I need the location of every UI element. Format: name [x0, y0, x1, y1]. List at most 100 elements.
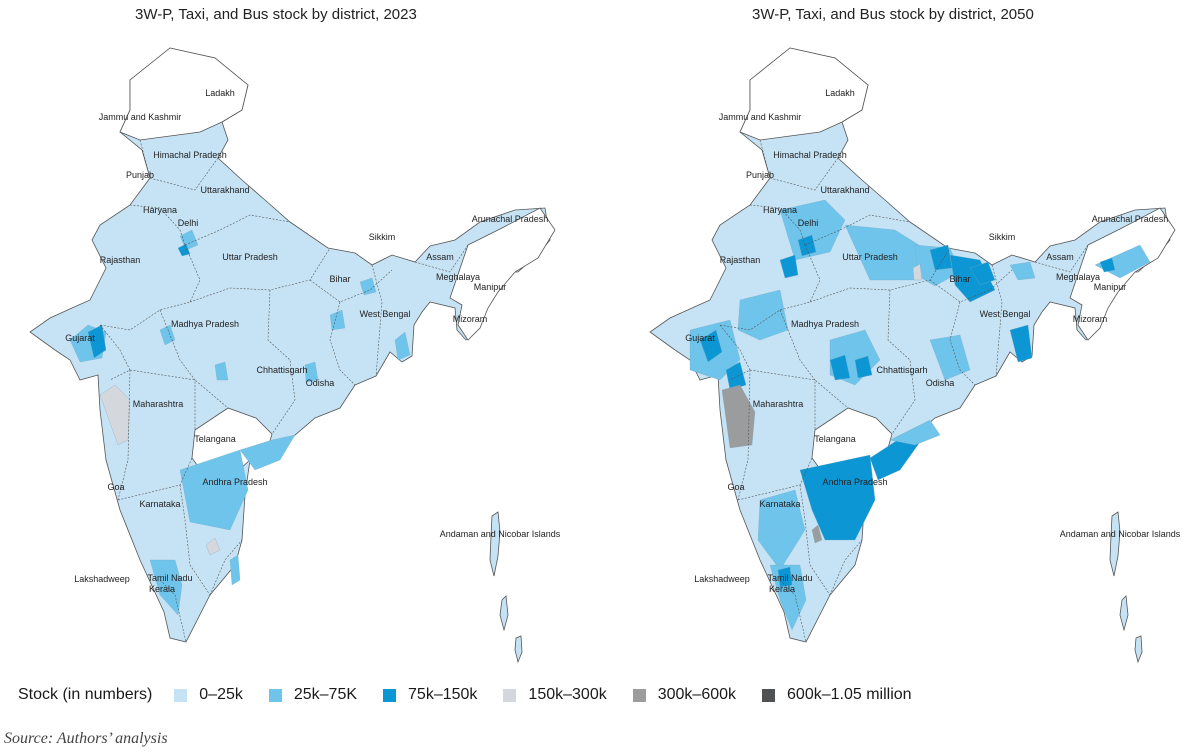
state-border	[371, 264, 383, 377]
andaman-islands-shape	[1109, 511, 1143, 664]
state-border	[99, 244, 201, 331]
state-label: Jammu and Kashmir	[719, 112, 802, 122]
legend-swatch	[174, 688, 188, 702]
district-patch	[829, 354, 851, 381]
state-border	[799, 484, 831, 596]
state-border	[949, 301, 976, 386]
district-patch	[811, 524, 823, 544]
district-patch	[969, 261, 996, 286]
district-patch	[757, 489, 806, 571]
state-label: Rajasthan	[100, 255, 141, 265]
state-label: Arunachal Pradesh	[472, 214, 549, 224]
state-label: Haryana	[143, 205, 177, 215]
state-label: Bihar	[949, 274, 970, 284]
state-border	[159, 579, 187, 643]
state-label: Kerala	[769, 584, 795, 594]
legend-item-25k-75k: 25k–75K	[268, 686, 357, 704]
state-label: Bihar	[329, 274, 350, 284]
mainland-shape	[649, 47, 1171, 643]
legend-label: 300k–600k	[657, 686, 737, 703]
state-label: Mizoram	[1073, 314, 1108, 324]
state-border	[184, 214, 291, 246]
district-patch	[779, 199, 846, 261]
legend-item-75k-150k: 75k–150k	[383, 686, 477, 704]
district-patch	[769, 564, 807, 631]
district-patch	[214, 361, 229, 381]
legend-label: 150k–300k	[528, 686, 607, 703]
state-label: Chhattisgarh	[876, 365, 927, 375]
map-title-2050: 3W-P, Taxi, and Bus stock by district, 2…	[752, 6, 1034, 23]
state-label: Meghalaya	[1056, 272, 1100, 282]
district-patch	[229, 554, 241, 586]
state-label: Maharashtra	[753, 399, 804, 409]
state-border	[719, 244, 821, 331]
legend: Stock (in numbers) 0–25k 25k–75K 75k–150…	[18, 684, 938, 706]
district-patch	[1099, 257, 1116, 273]
state-border	[759, 139, 771, 179]
district-patch	[929, 244, 953, 271]
mainland-shape	[29, 47, 551, 643]
district-patch	[304, 361, 319, 383]
state-label: West Bengal	[980, 309, 1031, 319]
district-patch	[889, 419, 941, 446]
legend-swatch	[503, 688, 517, 702]
district-patch	[779, 254, 799, 279]
state-label: Himachal Pradesh	[773, 150, 847, 160]
district-patch	[149, 559, 183, 616]
state-label: Andaman and Nicobar Islands	[440, 529, 561, 539]
state-label: Uttar Pradesh	[222, 252, 278, 262]
state-label: Ladakh	[205, 88, 235, 98]
state-label: Assam	[426, 252, 454, 262]
legend-label: 75k–150k	[408, 686, 478, 703]
state-label: Karnataka	[139, 499, 180, 509]
district-patch	[721, 384, 756, 449]
district-patch	[929, 334, 971, 381]
legend-swatch	[268, 688, 282, 702]
district-patch	[912, 263, 923, 281]
state-label: Uttar Pradesh	[842, 252, 898, 262]
state-border	[329, 301, 356, 386]
state-label: Mizoram	[453, 314, 488, 324]
source-note: Source: Authors’ analysis	[4, 730, 168, 747]
state-label: Manipur	[1094, 282, 1127, 292]
district-patch	[737, 289, 789, 341]
northeast-shape	[449, 207, 556, 341]
state-label: Maharashtra	[133, 399, 184, 409]
state-label: Jammu and Kashmir	[99, 112, 182, 122]
state-label: Kerala	[149, 584, 175, 594]
district-patch	[329, 309, 346, 331]
legend-label: 600k–1.05 million	[787, 686, 912, 703]
legend-item-150k-300k: 150k–300k	[503, 686, 607, 704]
state-border	[129, 369, 229, 409]
state-label: Ladakh	[825, 88, 855, 98]
state-label: Arunachal Pradesh	[1092, 214, 1169, 224]
district-patch	[87, 324, 107, 359]
district-patch	[854, 355, 873, 379]
state-border	[179, 484, 211, 596]
district-patch	[394, 331, 411, 361]
state-label: Andhra Pradesh	[822, 477, 887, 487]
state-label: Uttarakhand	[820, 185, 869, 195]
state-label: Madhya Pradesh	[171, 319, 239, 329]
state-label: Meghalaya	[436, 272, 480, 282]
legend-swatch	[632, 688, 646, 702]
state-label: Andhra Pradesh	[202, 477, 267, 487]
state-border	[267, 289, 296, 435]
state-label: Delhi	[178, 218, 199, 228]
district-patch	[359, 277, 377, 296]
state-label: West Bengal	[360, 309, 411, 319]
state-border	[1034, 244, 1089, 273]
district-patch	[949, 254, 996, 303]
state-border	[129, 204, 186, 246]
legend-item-300k-600k: 300k–600k	[632, 686, 737, 704]
state-label: Manipur	[474, 282, 507, 292]
state-label: Punjab	[746, 170, 774, 180]
state-label: Telangana	[194, 434, 236, 444]
legend-label: 0–25k	[199, 686, 243, 703]
state-border	[804, 214, 911, 246]
state-border	[309, 269, 393, 303]
state-label: Telangana	[814, 434, 856, 444]
district-patch	[797, 234, 817, 257]
state-border	[749, 369, 849, 409]
district-patch	[777, 566, 793, 588]
